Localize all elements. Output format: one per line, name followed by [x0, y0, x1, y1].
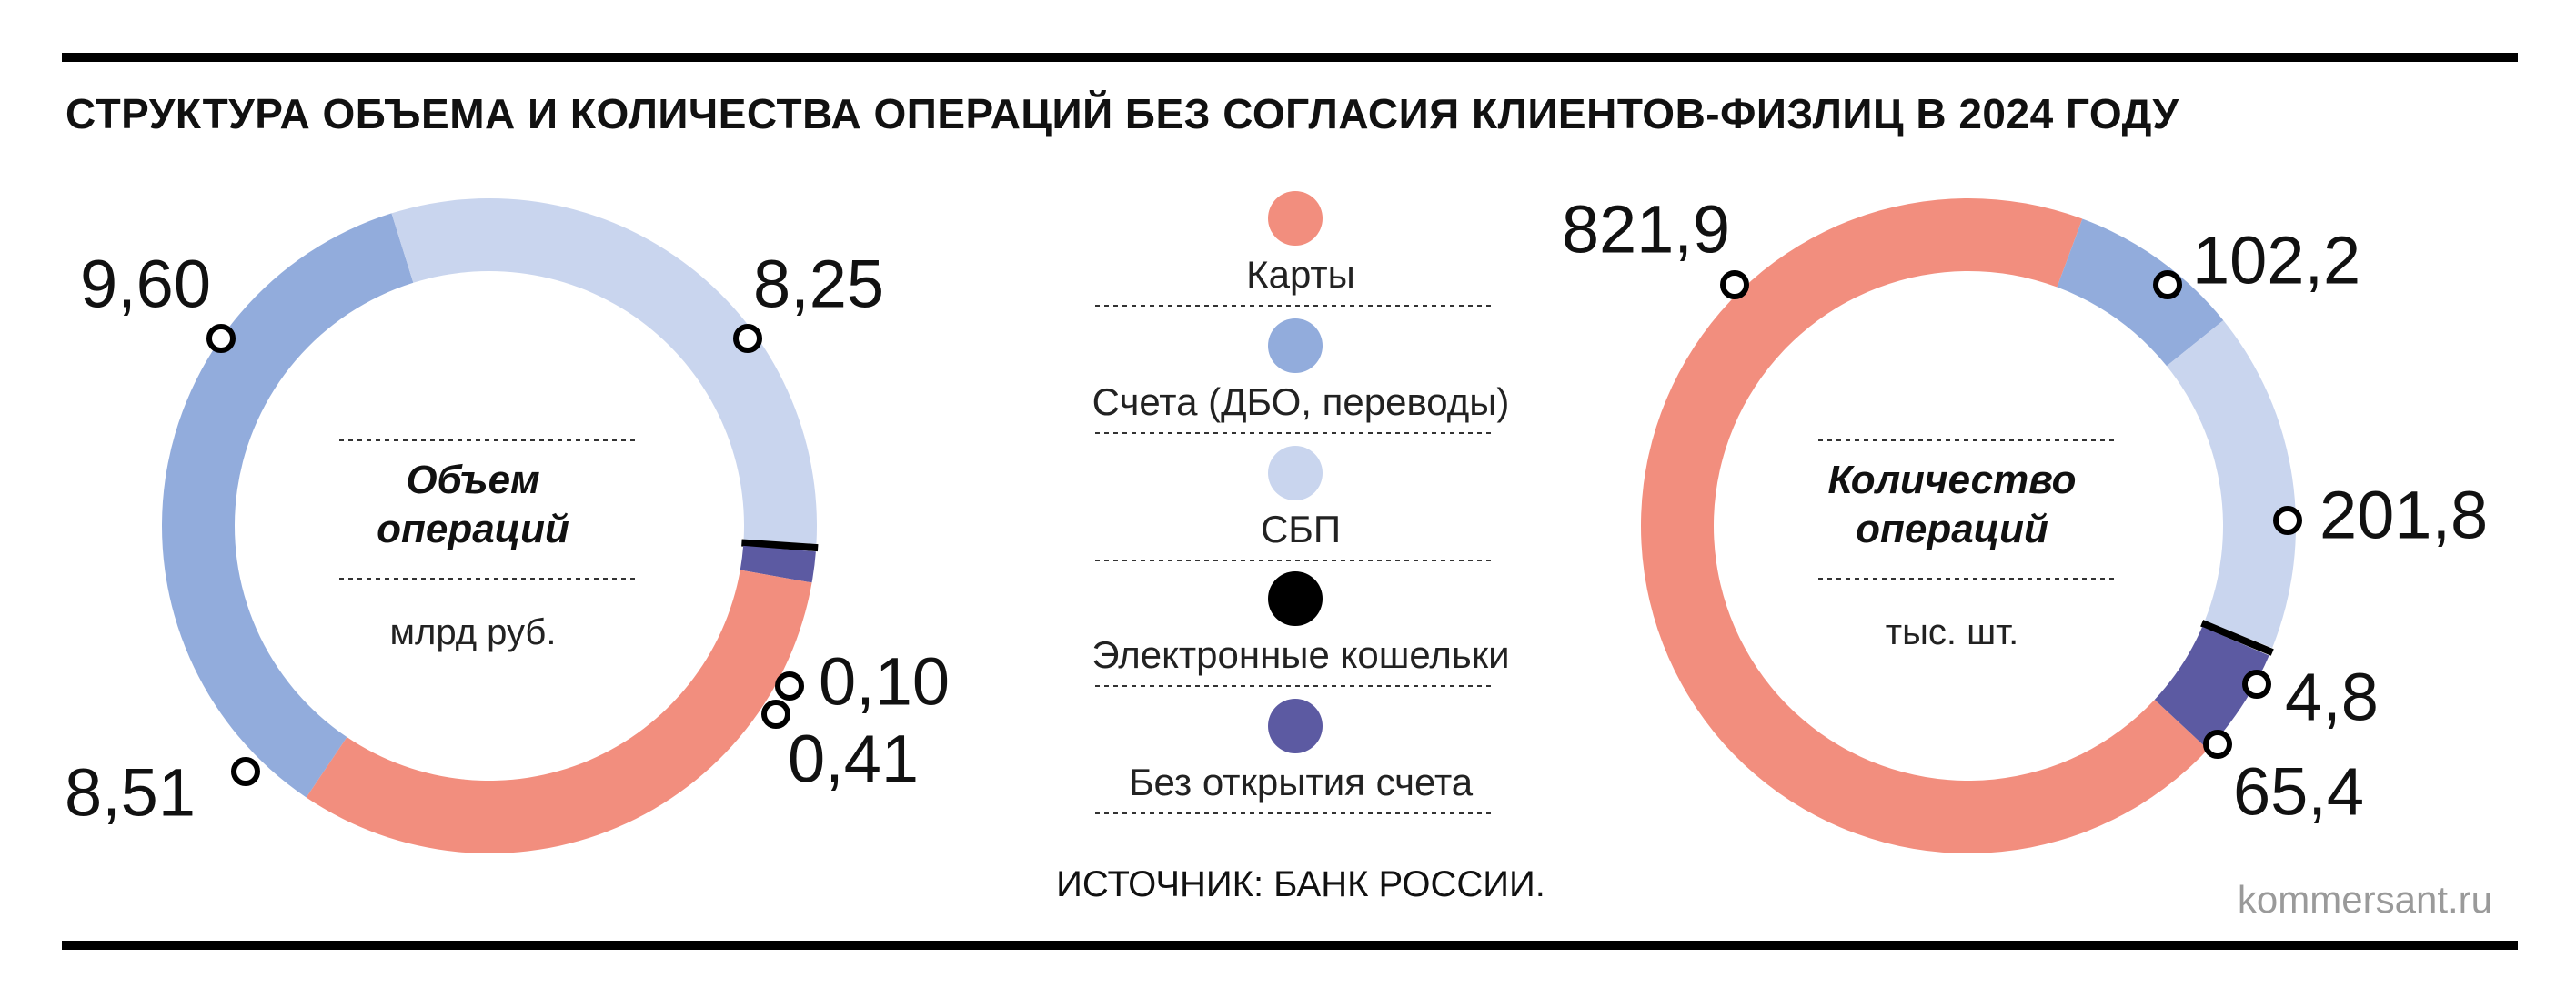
value-marker-0-0	[206, 324, 236, 353]
center-title-1-0: Количество	[1827, 458, 2076, 502]
value-label-0-3: 0,41	[788, 722, 919, 797]
legend-label-accounts: Счета (ДБО, переводы)	[1092, 380, 1510, 423]
value-label-1-1: 102,2	[2192, 223, 2360, 298]
center-unit-1: тыс. шт.	[1886, 612, 2018, 652]
value-label-0-0: 9,60	[80, 247, 211, 322]
legend-label-ewallets: Электронные кошельки	[1092, 633, 1510, 676]
value-label-0-2: 0,10	[819, 644, 950, 720]
value-label-0-4: 8,51	[65, 755, 196, 831]
value-label-1-4: 65,4	[2233, 754, 2364, 830]
value-marker-0-1	[733, 324, 762, 353]
center-title-1-1: операций	[1856, 507, 2048, 551]
center-title-0-1: операций	[377, 507, 569, 551]
donut-slice-0-2	[741, 539, 819, 552]
legend-swatch-2	[1268, 446, 1323, 500]
donut-slice-1-0	[1641, 198, 2209, 854]
donut-slice-0-0	[161, 213, 414, 798]
center-unit-0: млрд руб.	[390, 612, 557, 652]
legend-swatch-3	[1268, 571, 1323, 626]
donut-slice-1-1	[2057, 218, 2224, 367]
value-marker-1-1	[2153, 270, 2182, 299]
value-label-1-3: 4,8	[2285, 660, 2379, 735]
donut-slice-1-2	[2167, 320, 2296, 649]
value-marker-1-2	[2273, 506, 2302, 535]
value-marker-1-3	[2242, 670, 2271, 699]
legend-label-no-account: Без открытия счета	[1128, 761, 1474, 803]
brand-logo-text: kommersant.ru	[2237, 878, 2492, 921]
value-label-0-1: 8,25	[753, 247, 884, 322]
value-marker-0-4	[231, 757, 260, 786]
value-label-1-0: 821,9	[1562, 192, 1730, 267]
legend-swatch-1	[1268, 318, 1323, 373]
donut-slice-1-3	[2200, 620, 2274, 656]
donut-slice-0-4	[306, 570, 812, 854]
donut-slice-0-3	[740, 545, 816, 583]
value-marker-0-3	[761, 700, 790, 729]
top-rule	[62, 53, 2518, 62]
bottom-rule	[62, 941, 2518, 950]
value-marker-0-2	[775, 671, 804, 701]
source-note: ИСТОЧНИК: БАНК РОССИИ.	[1056, 864, 1545, 904]
value-marker-1-0	[1720, 270, 1749, 299]
legend-swatch-0	[1268, 191, 1323, 246]
legend-label-cards: Карты	[1246, 253, 1355, 296]
legend-label-sbp: СБП	[1260, 508, 1342, 550]
legend-swatch-4	[1268, 699, 1323, 753]
center-title-0-0: Объем	[406, 458, 539, 502]
donut-slice-0-1	[391, 198, 817, 544]
value-label-1-2: 201,8	[2319, 478, 2488, 553]
chart-title: СТРУКТУРА ОБЪЕМА И КОЛИЧЕСТВА ОПЕРАЦИЙ Б…	[65, 90, 2179, 137]
donut-slice-1-4	[2154, 626, 2269, 750]
value-marker-1-4	[2203, 730, 2232, 759]
